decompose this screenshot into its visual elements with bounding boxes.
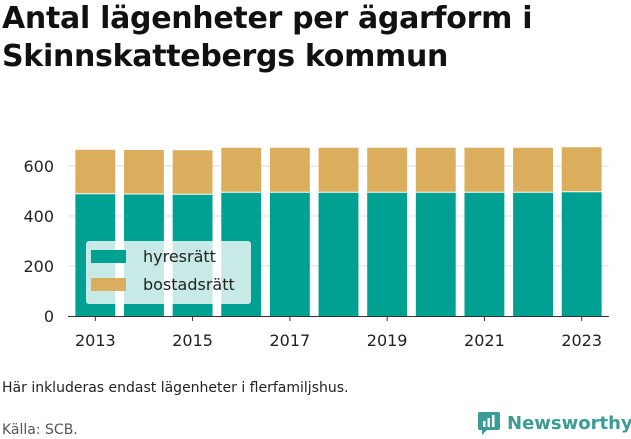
legend-box xyxy=(86,241,251,304)
chart-title: Antal lägenheter per ägarform i Skinnska… xyxy=(2,0,627,76)
legend-label: bostadsrätt xyxy=(143,275,235,294)
bar-segment-bostadsratt xyxy=(464,147,505,192)
x-tick-label: 2013 xyxy=(75,331,116,350)
bar-segment-bostadsratt xyxy=(415,147,456,192)
bar-segment-hyresratt xyxy=(367,192,408,316)
title-line-1: Antal lägenheter per ägarform i xyxy=(2,1,533,36)
bar-segment-hyresratt xyxy=(513,192,553,316)
brand-name: Newsworthy xyxy=(507,412,631,434)
x-tick-label: 2021 xyxy=(464,331,505,350)
x-tick-label: 2019 xyxy=(367,331,408,350)
bar-segment-hyresratt xyxy=(561,192,602,316)
x-tick-label: 2015 xyxy=(172,331,213,350)
source-text: Källa: SCB. xyxy=(2,422,78,438)
x-tick-label: 2023 xyxy=(561,331,602,350)
bar-segment-bostadsratt xyxy=(561,147,602,192)
newsworthy-logo-icon xyxy=(478,412,500,435)
stacked-bar-chart: 0 200 400 600 2013 2015 2017 2019 2021 2023 hyre… xyxy=(23,147,609,350)
x-axis: 2013 2015 2017 2019 2021 2023 xyxy=(68,316,609,350)
bar-segment-bostadsratt xyxy=(269,147,310,192)
brand-logo-group: Newsworthy xyxy=(477,408,631,438)
legend-swatch xyxy=(91,278,126,291)
legend-swatch xyxy=(91,250,126,263)
bar-segment-bostadsratt xyxy=(172,150,213,194)
y-tick-label: 0 xyxy=(44,307,54,326)
bar-segment-hyresratt xyxy=(269,192,310,316)
bar-segment-bostadsratt xyxy=(124,150,164,194)
title-line-2: Skinnskattebergs kommun xyxy=(2,39,449,74)
bar-segment-bostadsratt xyxy=(221,147,262,192)
bar-segment-hyresratt xyxy=(415,192,456,316)
y-tick-label: 400 xyxy=(23,207,54,226)
bar-segment-bostadsratt xyxy=(513,147,553,192)
y-axis: 0 200 400 600 xyxy=(23,157,54,326)
bar-segment-hyresratt xyxy=(318,192,359,316)
y-tick-label: 200 xyxy=(23,257,54,276)
bar-segment-bostadsratt xyxy=(318,147,359,192)
legend: hyresrätt bostadsrätt xyxy=(86,241,251,304)
bar-segment-bostadsratt xyxy=(75,149,116,194)
footnote: Här inkluderas endast lägenheter i flerf… xyxy=(2,380,349,396)
legend-label: hyresrätt xyxy=(143,247,216,266)
bar-segment-hyresratt xyxy=(464,192,505,316)
y-tick-label: 600 xyxy=(23,157,54,176)
x-tick-label: 2017 xyxy=(270,331,311,350)
bar-segment-bostadsratt xyxy=(367,147,408,192)
